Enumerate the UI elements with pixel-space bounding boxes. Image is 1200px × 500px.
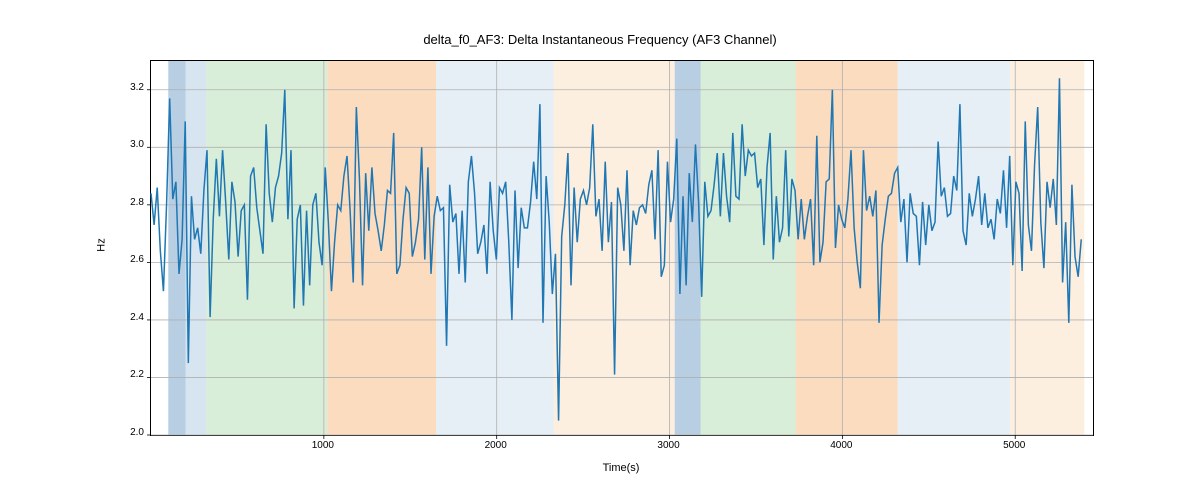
- ytick-label: 3.0: [118, 139, 144, 150]
- figure: delta_f0_AF3: Delta Instantaneous Freque…: [0, 0, 1200, 500]
- ytick-label: 2.6: [118, 254, 144, 265]
- xtick-label: 2000: [481, 440, 511, 451]
- plot-area: [150, 60, 1094, 436]
- xtick-label: 3000: [654, 440, 684, 451]
- ytick-label: 2.0: [118, 427, 144, 438]
- plot-svg: [151, 61, 1093, 435]
- ytick-label: 2.4: [118, 312, 144, 323]
- band-region-1: [186, 61, 207, 435]
- y-axis-label: Hz: [96, 238, 108, 251]
- x-axis-label: Time(s): [591, 462, 651, 474]
- xtick-label: 1000: [308, 440, 338, 451]
- band-region-9: [898, 61, 1010, 435]
- xtick-label: 4000: [826, 440, 856, 451]
- band-region-2: [206, 61, 327, 435]
- xtick-label: 5000: [999, 440, 1029, 451]
- ytick-label: 2.2: [118, 369, 144, 380]
- ytick-label: 3.2: [118, 82, 144, 93]
- chart-title: delta_f0_AF3: Delta Instantaneous Freque…: [0, 32, 1200, 47]
- band-region-7: [701, 61, 796, 435]
- ytick-label: 2.8: [118, 197, 144, 208]
